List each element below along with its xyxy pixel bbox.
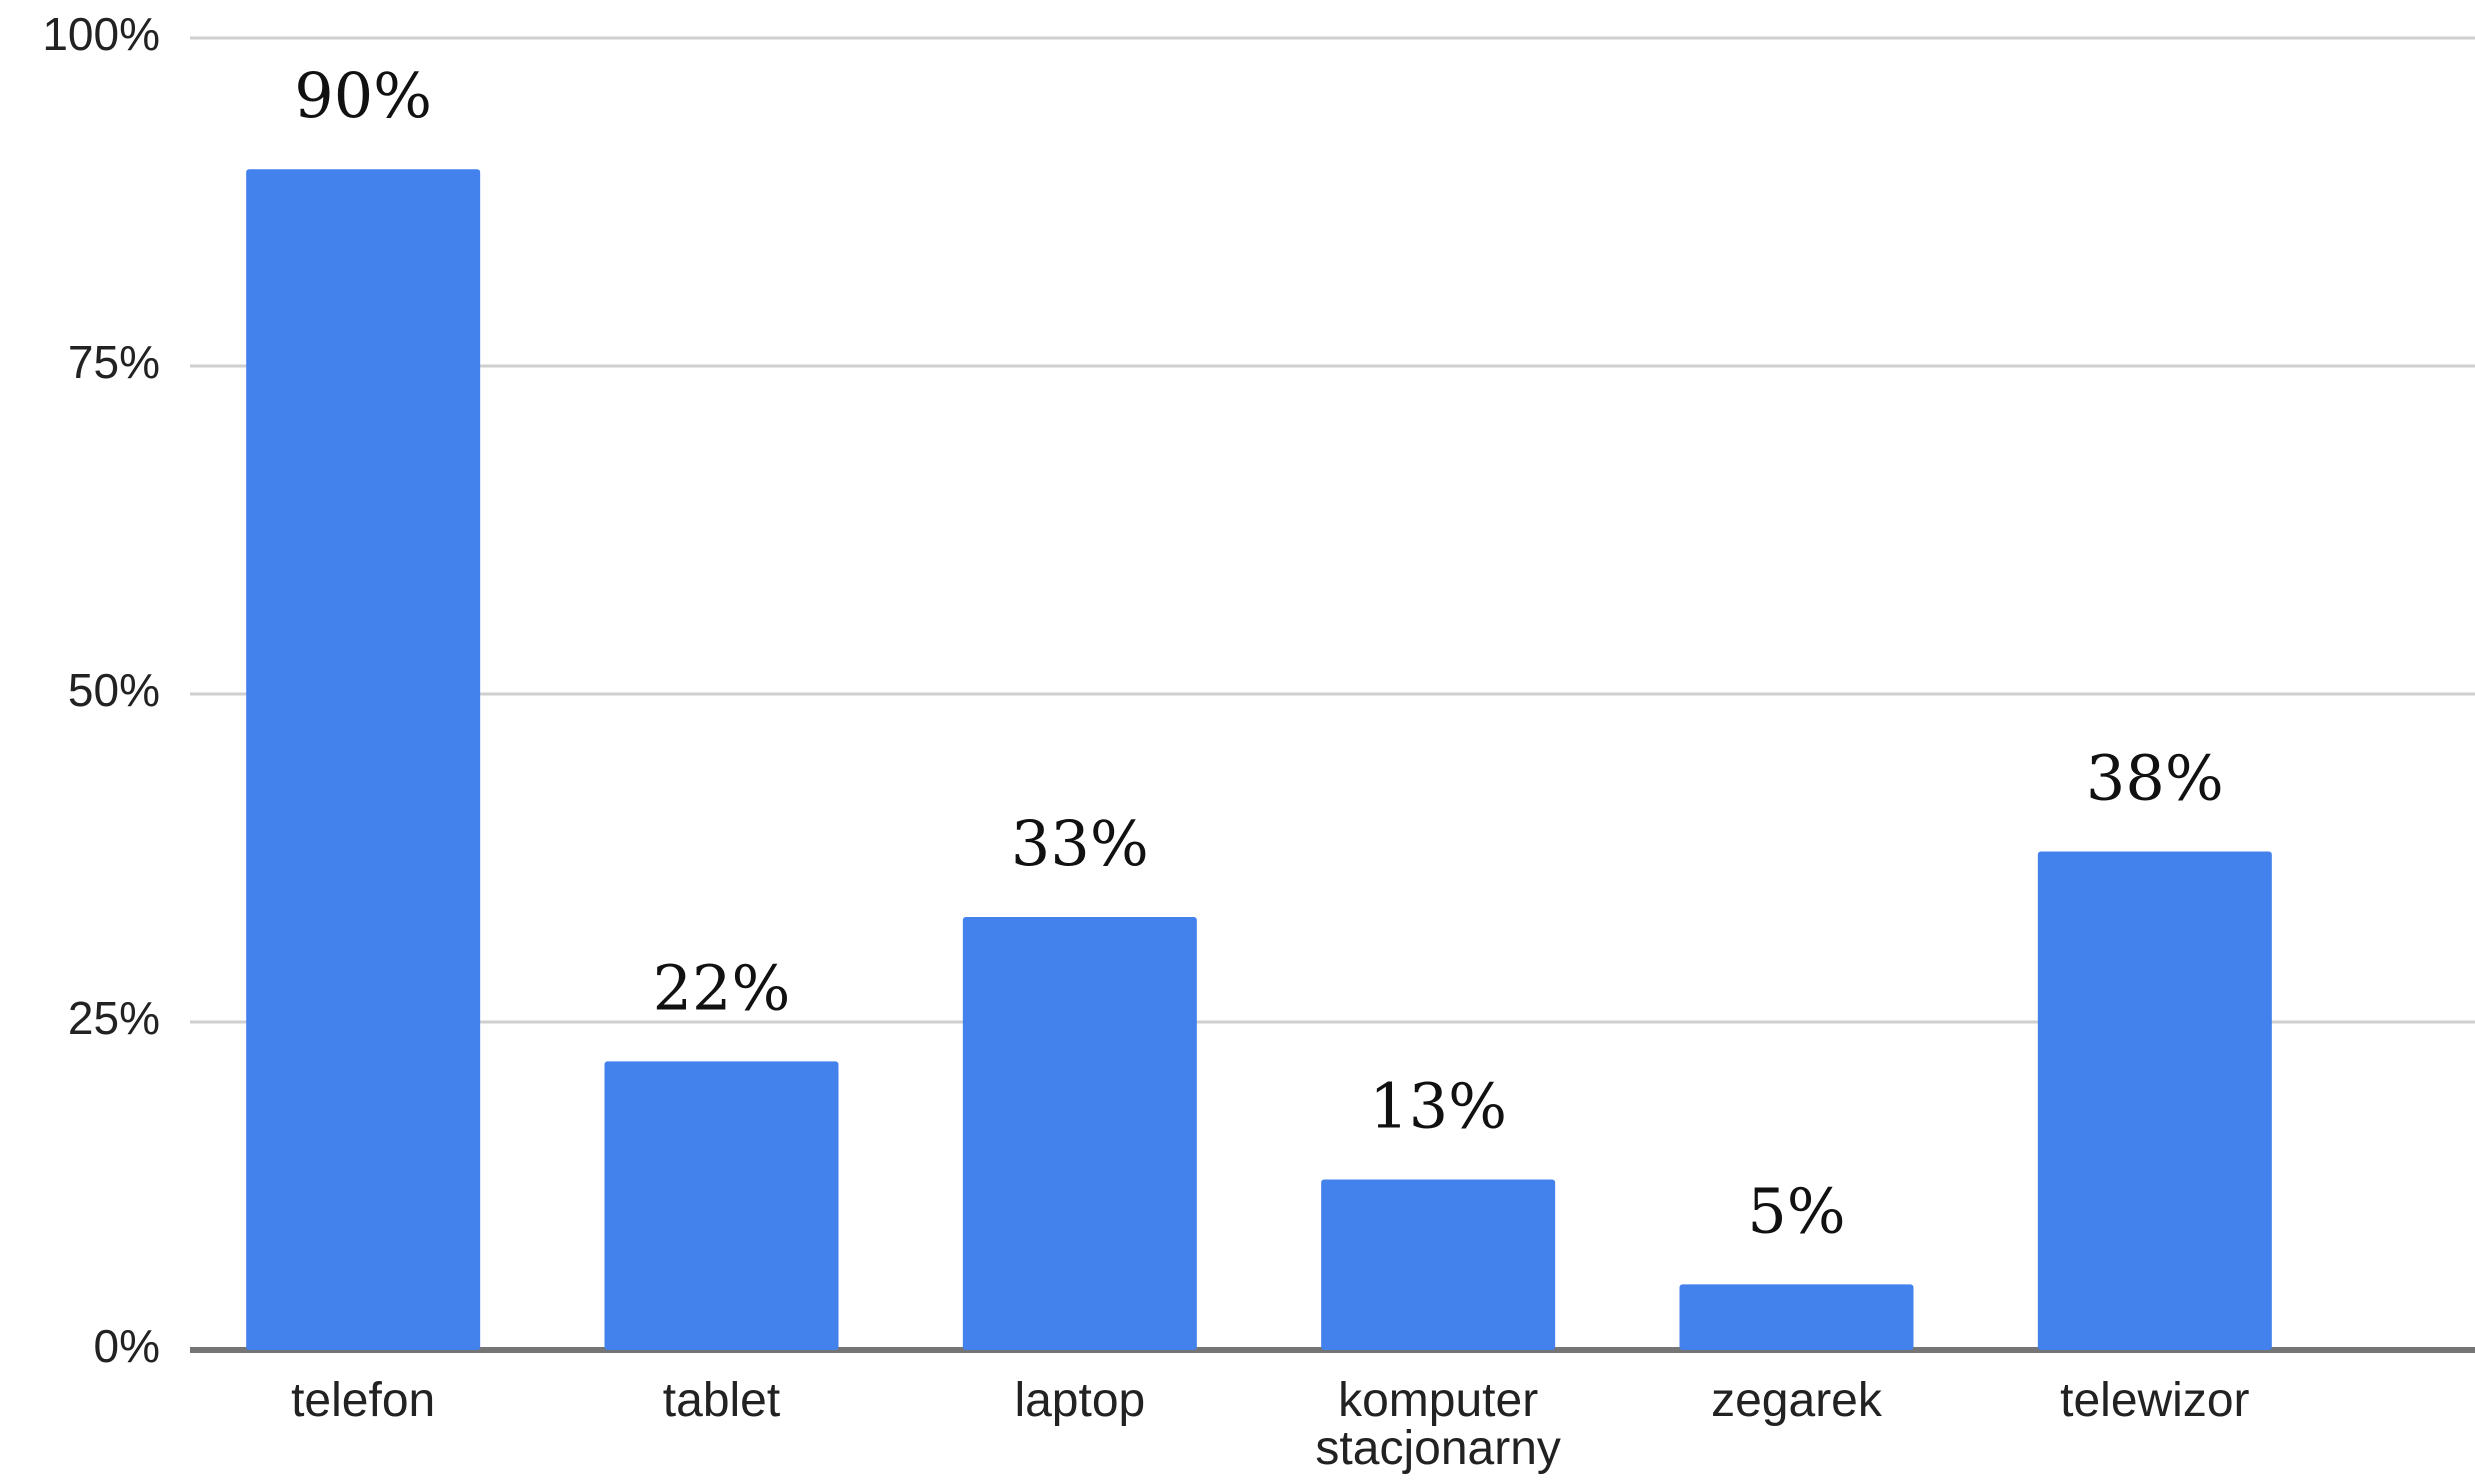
data-label: 33% (1011, 807, 1149, 880)
x-tick-label-line: stacjonarny (1315, 1422, 1560, 1475)
bar-komputer-stacjonarny (1321, 1179, 1556, 1350)
data-label: 90% (294, 59, 432, 132)
x-tick-label-line: zegarek (1711, 1374, 1883, 1427)
bar-layer (246, 169, 2272, 1351)
bar-laptop (962, 917, 1197, 1350)
y-tick-label: 0% (94, 1320, 160, 1372)
x-tick-label: zegarek (1711, 1374, 1883, 1427)
x-tick-label-line: komputer (1338, 1374, 1538, 1427)
label-layer: 0% 25% 50% 75% 100% 90% telefon 22% tablet 33% lap… (42, 8, 2249, 1475)
x-tick-label-line: tablet (663, 1374, 780, 1427)
y-tick-label: 25% (68, 992, 160, 1044)
x-tick-label: tablet (663, 1374, 780, 1427)
x-tick-label: telefon (291, 1374, 435, 1427)
data-label: 5% (1747, 1174, 1845, 1247)
x-tick-label-line: telewizor (2060, 1374, 2249, 1427)
bar-telefon (246, 169, 481, 1351)
y-tick-label: 50% (68, 664, 160, 716)
data-label: 13% (1369, 1069, 1507, 1142)
x-tick-label: telewizor (2060, 1374, 2249, 1427)
x-tick-label: laptop (1014, 1374, 1145, 1427)
y-tick-label: 75% (68, 336, 160, 388)
data-label: 38% (2086, 741, 2224, 814)
data-label: 22% (653, 951, 791, 1024)
y-tick-label: 100% (42, 8, 160, 60)
x-tick-label: komputer stacjonarny (1315, 1374, 1560, 1475)
bar-telewizor (2037, 851, 2272, 1350)
x-tick-label-line: telefon (291, 1374, 435, 1427)
bar-zegarek (1679, 1284, 1914, 1350)
bar-tablet (604, 1061, 839, 1350)
x-tick-label-line: laptop (1014, 1374, 1145, 1427)
